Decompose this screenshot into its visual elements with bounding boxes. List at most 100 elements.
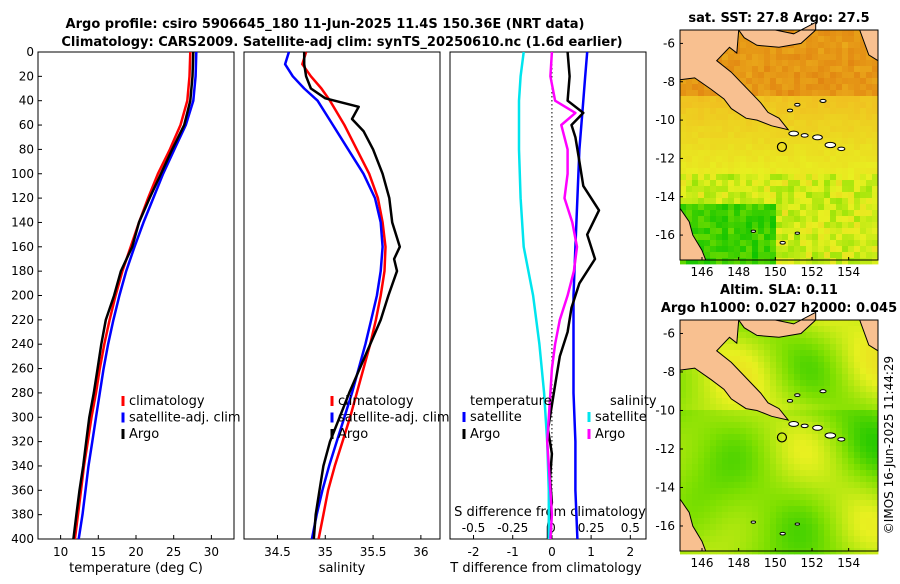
map-cell	[776, 90, 783, 97]
map-cell	[770, 90, 777, 97]
map-cell	[716, 126, 723, 133]
map-cell	[734, 120, 741, 127]
map-cell	[740, 494, 747, 501]
map-cell	[842, 210, 849, 217]
island	[812, 424, 823, 431]
map-cell	[770, 258, 777, 265]
map-cell	[836, 162, 843, 169]
map-cell	[746, 524, 753, 531]
map-cell	[686, 416, 693, 423]
map-cell	[842, 144, 849, 151]
map-cell	[764, 126, 771, 133]
map-cell	[872, 78, 879, 85]
map-cell	[758, 144, 765, 151]
map-cell	[836, 368, 843, 375]
depth-tick-label: 240	[11, 337, 34, 351]
map-cell	[758, 246, 765, 253]
map-cell	[818, 162, 825, 169]
depth-tick-label: 280	[11, 386, 34, 400]
map-cell	[818, 216, 825, 223]
map-cell	[746, 494, 753, 501]
map-cell	[758, 258, 765, 265]
map-cell	[806, 494, 813, 501]
map-cell	[692, 446, 699, 453]
map-cell	[866, 434, 873, 441]
map-cell	[866, 144, 873, 151]
map-cell	[872, 500, 879, 507]
map-cell	[872, 234, 879, 241]
map-cell	[776, 482, 783, 489]
map-cell	[770, 60, 777, 67]
map-cell	[794, 332, 801, 339]
island	[819, 98, 827, 103]
map-cell	[752, 168, 759, 175]
map-cell	[860, 350, 867, 357]
map-cell	[728, 458, 735, 465]
map-cell	[794, 108, 801, 115]
map-cell	[794, 410, 801, 417]
map-cell	[812, 542, 819, 549]
map-cell	[728, 252, 735, 259]
map-cell	[728, 48, 735, 55]
map-cell	[806, 150, 813, 157]
map-cell	[830, 210, 837, 217]
map-cell	[860, 102, 867, 109]
map-cell	[776, 494, 783, 501]
map-cell	[686, 150, 693, 157]
map-cell	[860, 72, 867, 79]
map-cell	[680, 108, 687, 115]
map-cell	[860, 392, 867, 399]
map-cell	[746, 464, 753, 471]
map-cell	[800, 258, 807, 265]
map-cell	[812, 162, 819, 169]
map-cell	[818, 54, 825, 61]
map-cell	[746, 452, 753, 459]
map-cell	[800, 512, 807, 519]
map-cell	[854, 368, 861, 375]
map-cell	[788, 494, 795, 501]
depth-tick-label: 80	[19, 142, 34, 156]
map-cell	[746, 48, 753, 55]
map-cell	[866, 428, 873, 435]
map-cell	[824, 36, 831, 43]
map-cell	[830, 102, 837, 109]
map-cell	[704, 180, 711, 187]
map-cell	[704, 192, 711, 199]
map-cell	[848, 518, 855, 525]
map-cell	[848, 356, 855, 363]
map-cell	[680, 84, 687, 91]
map-cell	[746, 356, 753, 363]
salinity-tick-label: 35.5	[360, 545, 387, 559]
map-cell	[716, 258, 723, 265]
map-cell	[872, 72, 879, 79]
map-cell	[848, 42, 855, 49]
map-cell	[722, 470, 729, 477]
map-cell	[746, 440, 753, 447]
map-cell	[758, 90, 765, 97]
map-cell	[842, 114, 849, 121]
map-cell	[782, 476, 789, 483]
map-cell	[770, 476, 777, 483]
map-cell	[794, 42, 801, 49]
map-cell	[842, 204, 849, 211]
map-cell	[716, 168, 723, 175]
map-cell	[872, 126, 879, 133]
map-cell	[824, 252, 831, 259]
map-cell	[830, 156, 837, 163]
map-cell	[836, 338, 843, 345]
map-cell	[830, 120, 837, 127]
map-cell	[710, 422, 717, 429]
map-cell	[776, 210, 783, 217]
map-cell	[788, 48, 795, 55]
map-cell	[842, 440, 849, 447]
map-cell	[680, 96, 687, 103]
map-cell	[776, 54, 783, 61]
map-cell	[776, 78, 783, 85]
map-cell	[818, 464, 825, 471]
map-cell	[824, 446, 831, 453]
map-cell	[752, 470, 759, 477]
map-cell	[860, 332, 867, 339]
map-cell	[782, 338, 789, 345]
map-cell	[770, 518, 777, 525]
map-cell	[770, 506, 777, 513]
